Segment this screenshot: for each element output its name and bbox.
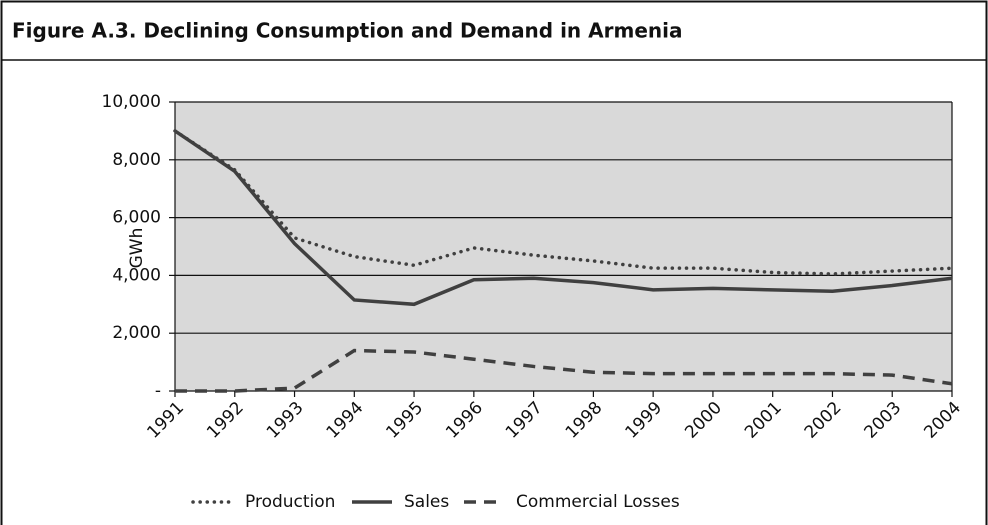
x-tick-label: 2000 (681, 398, 726, 443)
x-tick-label: 2001 (741, 398, 786, 443)
series-line (174, 129, 953, 307)
y-tick-label: - (155, 381, 161, 401)
x-tick-label: 2004 (920, 398, 965, 443)
x-tick-label: 1995 (382, 398, 427, 443)
x-tick-label: 2002 (801, 398, 846, 443)
y-tick-label: 2,000 (112, 323, 161, 343)
legend-label: Commercial Losses (516, 492, 680, 512)
x-tick-label: 1996 (442, 398, 487, 443)
legend-label: Production (245, 492, 335, 512)
series-line (173, 129, 954, 276)
x-tick-label: 2003 (861, 398, 906, 443)
y-tick-label: 10,000 (102, 92, 161, 112)
y-axis-label: GWh (127, 228, 147, 269)
x-tick-label: 1994 (323, 398, 368, 443)
chart-title: Figure A.3. Declining Consumption and De… (12, 19, 682, 43)
y-tick-label: 6,000 (112, 208, 161, 228)
series-line (175, 348, 953, 393)
x-tick-label: 1999 (621, 398, 666, 443)
x-tick-label: 1992 (203, 398, 248, 443)
x-tick-label: 1993 (263, 398, 308, 443)
x-tick-label: 1997 (502, 398, 547, 443)
legend-label: Sales (404, 492, 449, 512)
plot-area (175, 102, 952, 391)
y-tick-label: 4,000 (112, 265, 161, 285)
x-tick-label: 1998 (562, 398, 607, 443)
y-tick-label: 8,000 (112, 150, 161, 170)
x-tick-label: 1991 (143, 398, 188, 443)
